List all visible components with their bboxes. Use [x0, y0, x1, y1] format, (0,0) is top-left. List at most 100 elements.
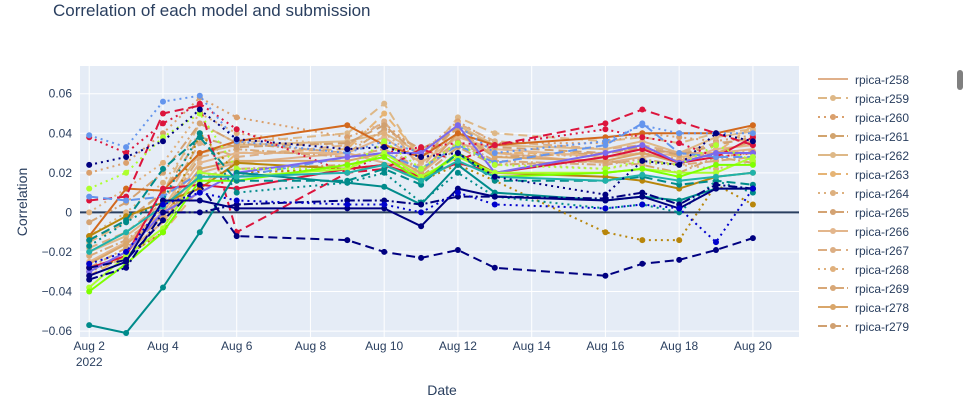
data-point[interactable]: [418, 154, 425, 160]
data-point[interactable]: [86, 169, 93, 176]
data-point[interactable]: [418, 209, 425, 216]
data-point[interactable]: [196, 229, 203, 236]
data-point[interactable]: [196, 197, 203, 204]
data-point[interactable]: [676, 237, 683, 244]
data-point[interactable]: [123, 154, 130, 160]
data-point[interactable]: [713, 247, 719, 253]
data-point[interactable]: [344, 237, 351, 244]
data-point[interactable]: [639, 237, 646, 244]
data-point[interactable]: [123, 197, 130, 204]
data-point[interactable]: [602, 142, 609, 149]
data-point[interactable]: [233, 173, 240, 180]
data-point[interactable]: [749, 235, 756, 242]
legend-item-rpica-r268[interactable]: rpica-r268: [812, 260, 952, 279]
data-point[interactable]: [160, 179, 166, 186]
data-point[interactable]: [713, 173, 719, 180]
data-point[interactable]: [123, 330, 130, 336]
data-point[interactable]: [381, 161, 388, 168]
data-point[interactable]: [639, 120, 646, 127]
data-point[interactable]: [381, 248, 388, 255]
data-point[interactable]: [86, 288, 93, 295]
data-point[interactable]: [454, 247, 461, 253]
data-point[interactable]: [602, 177, 609, 184]
data-point[interactable]: [491, 150, 498, 156]
data-point[interactable]: [639, 189, 646, 196]
data-point[interactable]: [233, 136, 240, 143]
data-point[interactable]: [639, 134, 646, 141]
data-point[interactable]: [233, 197, 240, 204]
data-point[interactable]: [344, 179, 351, 186]
data-point[interactable]: [381, 110, 388, 117]
data-point[interactable]: [491, 142, 498, 149]
data-point[interactable]: [196, 189, 203, 196]
data-point[interactable]: [639, 157, 646, 164]
data-point[interactable]: [196, 159, 203, 166]
legend[interactable]: rpica-r258 rpica-r259 rpica-r260 rpica-r261…: [812, 70, 952, 340]
data-point[interactable]: [344, 154, 351, 160]
legend-item-rpica-r279[interactable]: rpica-r279: [812, 317, 952, 336]
data-point[interactable]: [344, 140, 351, 147]
data-point[interactable]: [86, 248, 93, 255]
data-point[interactable]: [86, 237, 93, 244]
data-point[interactable]: [749, 122, 756, 129]
data-point[interactable]: [160, 98, 166, 105]
data-point[interactable]: [676, 205, 683, 212]
data-point[interactable]: [676, 256, 683, 263]
data-point[interactable]: [160, 201, 166, 208]
data-point[interactable]: [123, 264, 130, 271]
legend-item-rpica-r266[interactable]: rpica-r266: [812, 222, 952, 241]
data-point[interactable]: [86, 260, 93, 267]
data-point[interactable]: [676, 150, 683, 156]
series-unlabeled-29[interactable]: [86, 157, 756, 255]
data-point[interactable]: [381, 144, 388, 151]
data-point[interactable]: [639, 201, 646, 208]
data-point[interactable]: [381, 122, 388, 129]
data-point[interactable]: [233, 114, 240, 121]
data-point[interactable]: [123, 159, 130, 166]
data-point[interactable]: [160, 165, 166, 172]
data-point[interactable]: [602, 272, 609, 279]
data-point[interactable]: [86, 193, 93, 200]
data-point[interactable]: [381, 138, 388, 145]
data-point[interactable]: [196, 100, 203, 107]
data-point[interactable]: [454, 140, 461, 147]
data-point[interactable]: [676, 161, 683, 168]
data-point[interactable]: [418, 201, 425, 208]
data-point[interactable]: [418, 254, 425, 261]
data-point[interactable]: [713, 161, 719, 168]
data-point[interactable]: [418, 177, 425, 184]
legend-item-rpica-r260[interactable]: rpica-r260: [812, 108, 952, 127]
data-point[interactable]: [344, 122, 351, 129]
legend-item-rpica-r258[interactable]: rpica-r258: [812, 70, 952, 89]
data-point[interactable]: [233, 144, 240, 151]
legend-item-rpica-r261[interactable]: rpica-r261: [812, 127, 952, 146]
data-point[interactable]: [454, 130, 461, 137]
data-point[interactable]: [749, 161, 756, 168]
data-point[interactable]: [123, 185, 130, 192]
legend-item-rpica-r264[interactable]: rpica-r264: [812, 184, 952, 203]
data-point[interactable]: [196, 92, 203, 99]
legend-item-rpica-r267[interactable]: rpica-r267: [812, 241, 952, 260]
data-point[interactable]: [160, 217, 166, 224]
data-point[interactable]: [196, 106, 203, 113]
data-point[interactable]: [196, 130, 203, 137]
data-point[interactable]: [160, 229, 166, 236]
data-point[interactable]: [123, 169, 130, 176]
data-point[interactable]: [160, 120, 166, 127]
data-point[interactable]: [381, 100, 388, 107]
data-point[interactable]: [123, 241, 130, 247]
data-point[interactable]: [491, 193, 498, 200]
data-point[interactable]: [196, 173, 203, 180]
data-point[interactable]: [749, 169, 756, 176]
data-point[interactable]: [454, 122, 461, 129]
data-point[interactable]: [86, 243, 93, 249]
data-point[interactable]: [749, 130, 756, 137]
data-point[interactable]: [160, 284, 166, 291]
data-point[interactable]: [713, 150, 719, 156]
legend-scrollbar[interactable]: [957, 70, 963, 90]
data-point[interactable]: [381, 154, 388, 160]
data-point[interactable]: [123, 219, 130, 226]
data-point[interactable]: [86, 322, 93, 329]
data-point[interactable]: [676, 177, 683, 184]
data-point[interactable]: [676, 118, 683, 125]
